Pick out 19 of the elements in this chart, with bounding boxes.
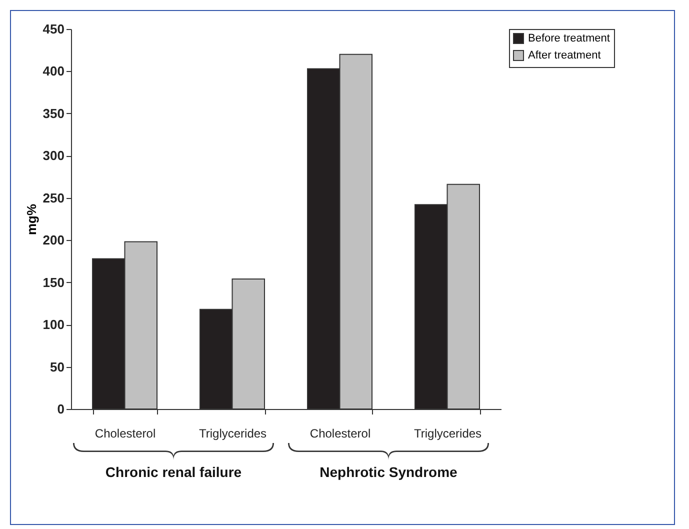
y-tick-label: 400	[42, 64, 64, 79]
x-tick-label: Cholesterol	[310, 426, 371, 440]
x-tick-label: Triglycerides	[414, 426, 482, 440]
y-tick-label: 0	[57, 402, 64, 416]
y-tick-label: 450	[42, 22, 64, 36]
text: Nephrotic Syndrome	[320, 464, 458, 480]
legend-label: After treatment	[528, 50, 601, 62]
legend-label: Before treatment	[528, 32, 610, 44]
x-tick-label: Cholesterol	[94, 426, 156, 440]
y-tick-label: 350	[42, 106, 64, 121]
y-tick-label: 100	[42, 317, 64, 332]
y-tick-label: 200	[42, 232, 64, 248]
y-tick-label: 50	[50, 359, 64, 374]
x-tick-label: Triglycerides	[198, 426, 267, 440]
y-tick-label: 150	[42, 274, 64, 290]
text: Chronic renal failure	[105, 464, 242, 480]
y-tick-label: 300	[42, 148, 64, 164]
y-tick-label: 250	[42, 190, 64, 206]
y-axis-title: mg%	[24, 204, 39, 236]
